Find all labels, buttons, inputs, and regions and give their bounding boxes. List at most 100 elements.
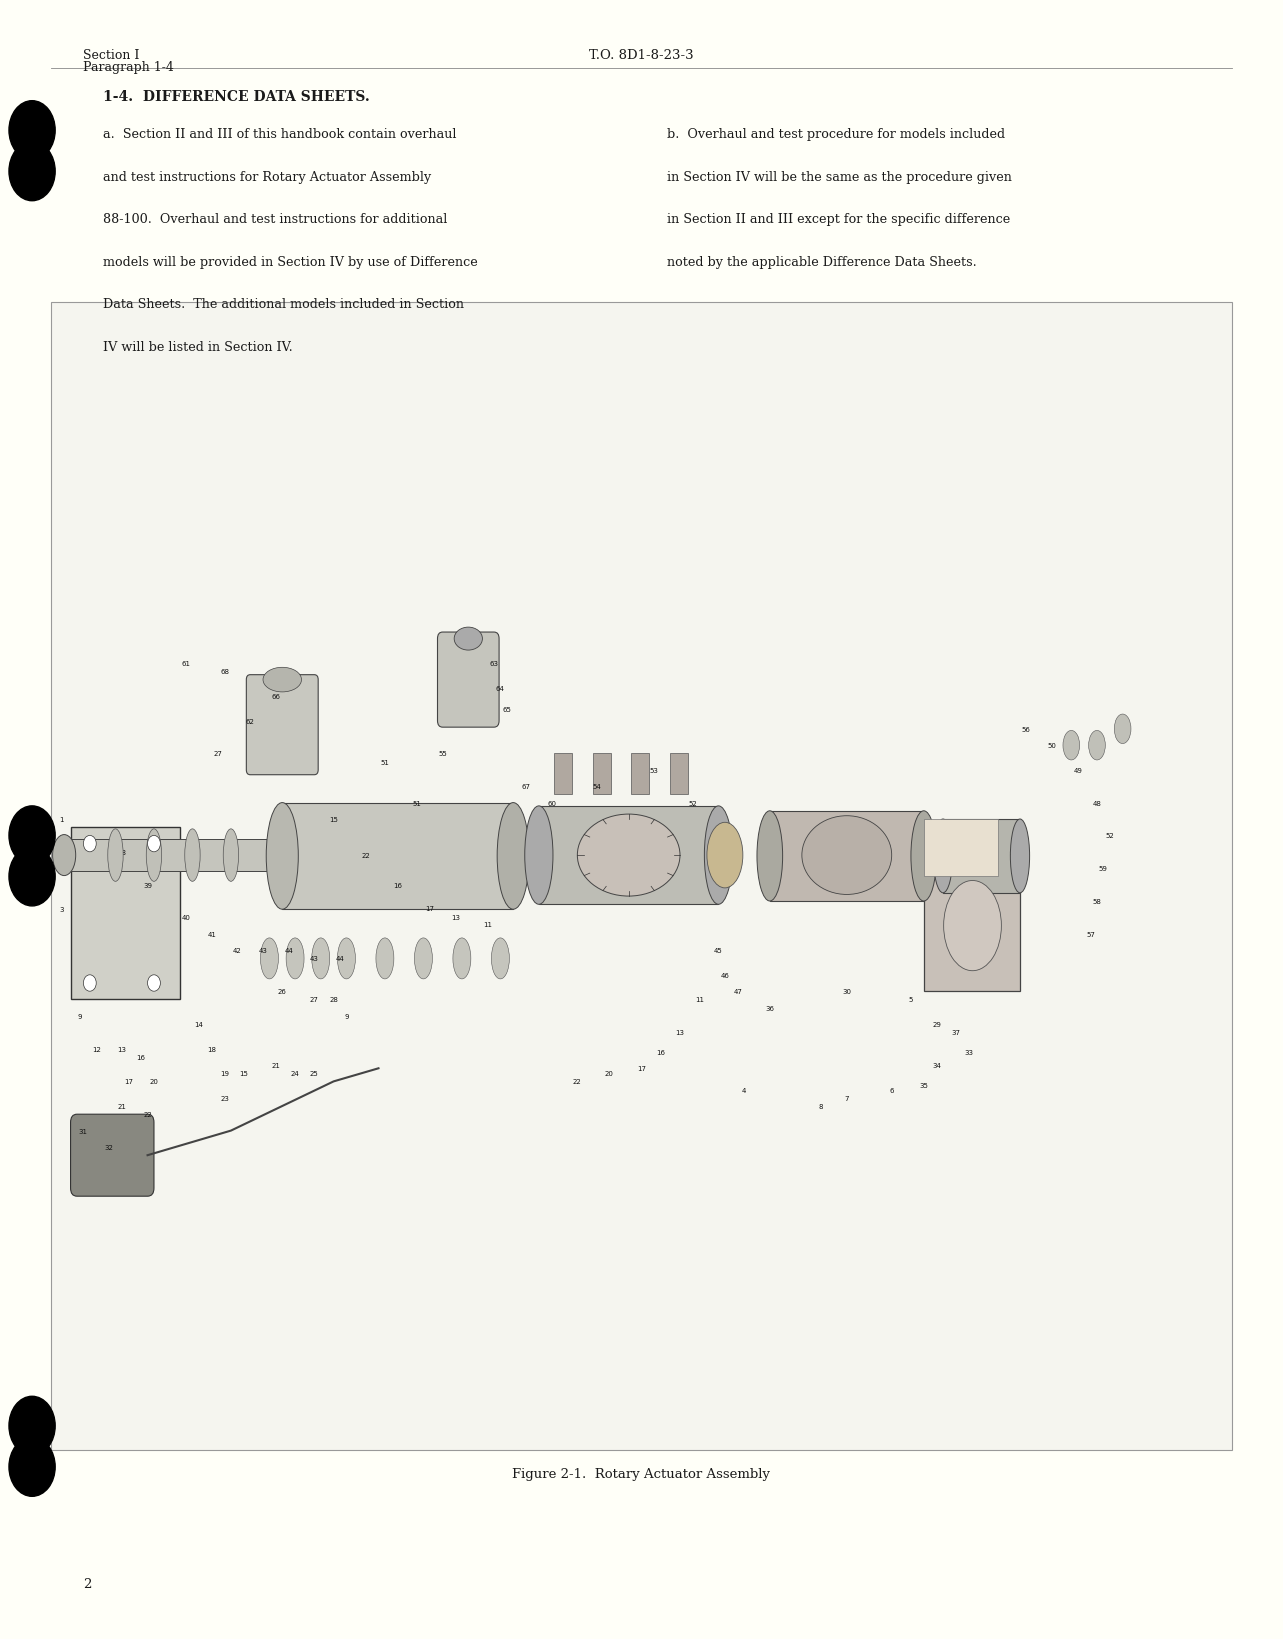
Ellipse shape [491, 938, 509, 978]
Ellipse shape [1011, 820, 1030, 893]
Text: 88-100.  Overhaul and test instructions for additional: 88-100. Overhaul and test instructions f… [103, 213, 446, 226]
Text: 30: 30 [842, 988, 852, 995]
Text: 9: 9 [344, 1013, 349, 1019]
FancyBboxPatch shape [924, 860, 1020, 992]
Text: 17: 17 [636, 1065, 647, 1072]
Text: 55: 55 [439, 751, 446, 757]
Text: a.  Section II and III of this handbook contain overhaul: a. Section II and III of this handbook c… [103, 128, 457, 141]
Text: 68: 68 [219, 669, 230, 675]
Ellipse shape [453, 938, 471, 978]
FancyBboxPatch shape [71, 1115, 154, 1196]
Text: 6: 6 [889, 1087, 894, 1093]
Text: 60: 60 [547, 800, 557, 806]
Ellipse shape [376, 938, 394, 978]
Text: 20: 20 [150, 1078, 158, 1085]
Text: 26: 26 [278, 988, 286, 995]
Text: 19: 19 [219, 1070, 230, 1077]
FancyBboxPatch shape [539, 806, 718, 905]
Text: 59: 59 [1100, 865, 1107, 872]
FancyBboxPatch shape [943, 820, 1020, 893]
Text: 22: 22 [362, 852, 370, 859]
Text: 50: 50 [1048, 742, 1056, 749]
Text: 11: 11 [482, 921, 493, 928]
Text: 46: 46 [721, 972, 729, 978]
Text: 43: 43 [310, 956, 318, 962]
Text: 25: 25 [310, 1070, 318, 1077]
Text: 66: 66 [271, 693, 281, 700]
Text: and test instructions for Rotary Actuator Assembly: and test instructions for Rotary Actuato… [103, 170, 431, 184]
Text: 15: 15 [240, 1070, 248, 1077]
Text: 57: 57 [1087, 931, 1094, 938]
Circle shape [9, 1396, 55, 1455]
FancyBboxPatch shape [71, 828, 180, 1000]
Ellipse shape [704, 806, 733, 905]
Ellipse shape [498, 803, 530, 910]
Text: 16: 16 [393, 882, 403, 888]
Text: 13: 13 [675, 1029, 685, 1036]
Text: 16: 16 [136, 1054, 146, 1060]
Text: in Section IV will be the same as the procedure given: in Section IV will be the same as the pr… [667, 170, 1012, 184]
Ellipse shape [414, 938, 432, 978]
Text: 1-4.  DIFFERENCE DATA SHEETS.: 1-4. DIFFERENCE DATA SHEETS. [103, 90, 370, 105]
Text: 2: 2 [83, 1577, 92, 1590]
Text: 33: 33 [964, 1049, 974, 1056]
Text: 37: 37 [951, 1029, 961, 1036]
Ellipse shape [1088, 731, 1106, 760]
FancyBboxPatch shape [631, 754, 649, 795]
Text: 54: 54 [593, 783, 600, 790]
Text: 15: 15 [330, 816, 337, 823]
Text: 34: 34 [933, 1062, 940, 1069]
Text: 9: 9 [228, 865, 234, 872]
Text: Figure 2-1.  Rotary Actuator Assembly: Figure 2-1. Rotary Actuator Assembly [512, 1467, 771, 1480]
Text: 8: 8 [819, 1103, 824, 1110]
Text: 11: 11 [694, 997, 704, 1003]
Text: 32: 32 [105, 1144, 113, 1151]
Text: 13: 13 [450, 915, 461, 921]
Ellipse shape [337, 938, 355, 978]
Text: 17: 17 [123, 1078, 133, 1085]
Text: 63: 63 [489, 661, 499, 667]
Text: 53: 53 [1010, 849, 1017, 856]
Text: 51: 51 [381, 759, 389, 765]
FancyBboxPatch shape [670, 754, 688, 795]
Text: 43: 43 [259, 947, 267, 954]
Ellipse shape [312, 938, 330, 978]
Ellipse shape [83, 836, 96, 852]
Text: 67: 67 [521, 783, 531, 790]
Text: 44: 44 [336, 956, 344, 962]
FancyBboxPatch shape [282, 803, 513, 910]
Text: 23: 23 [221, 1095, 228, 1101]
Ellipse shape [757, 811, 783, 901]
Text: 35: 35 [920, 1082, 928, 1088]
Text: T.O. 8D1-8-23-3: T.O. 8D1-8-23-3 [589, 49, 694, 62]
Ellipse shape [267, 803, 298, 910]
Text: 27: 27 [310, 997, 318, 1003]
Circle shape [9, 102, 55, 161]
Ellipse shape [707, 823, 743, 888]
Ellipse shape [260, 938, 278, 978]
Circle shape [9, 143, 55, 202]
Text: 5: 5 [908, 997, 913, 1003]
Ellipse shape [454, 628, 482, 651]
Ellipse shape [944, 882, 1001, 970]
Text: 65: 65 [503, 706, 511, 713]
Text: 51: 51 [413, 800, 421, 806]
Text: 61: 61 [181, 661, 191, 667]
Text: 16: 16 [656, 1049, 666, 1056]
Ellipse shape [911, 811, 937, 901]
Text: IV will be listed in Section IV.: IV will be listed in Section IV. [103, 341, 293, 354]
Text: Data Sheets.  The additional models included in Section: Data Sheets. The additional models inclu… [103, 298, 463, 311]
Text: 21: 21 [272, 1062, 280, 1069]
Ellipse shape [83, 975, 96, 992]
Text: 52: 52 [1106, 833, 1114, 839]
Text: b.  Overhaul and test procedure for models included: b. Overhaul and test procedure for model… [667, 128, 1006, 141]
Ellipse shape [525, 806, 553, 905]
Text: 27: 27 [214, 751, 222, 757]
Ellipse shape [148, 836, 160, 852]
Ellipse shape [53, 836, 76, 875]
Ellipse shape [802, 816, 892, 895]
Ellipse shape [934, 820, 952, 893]
Text: 14: 14 [195, 1021, 203, 1028]
Text: 17: 17 [425, 905, 435, 911]
Text: 4: 4 [742, 1087, 747, 1093]
